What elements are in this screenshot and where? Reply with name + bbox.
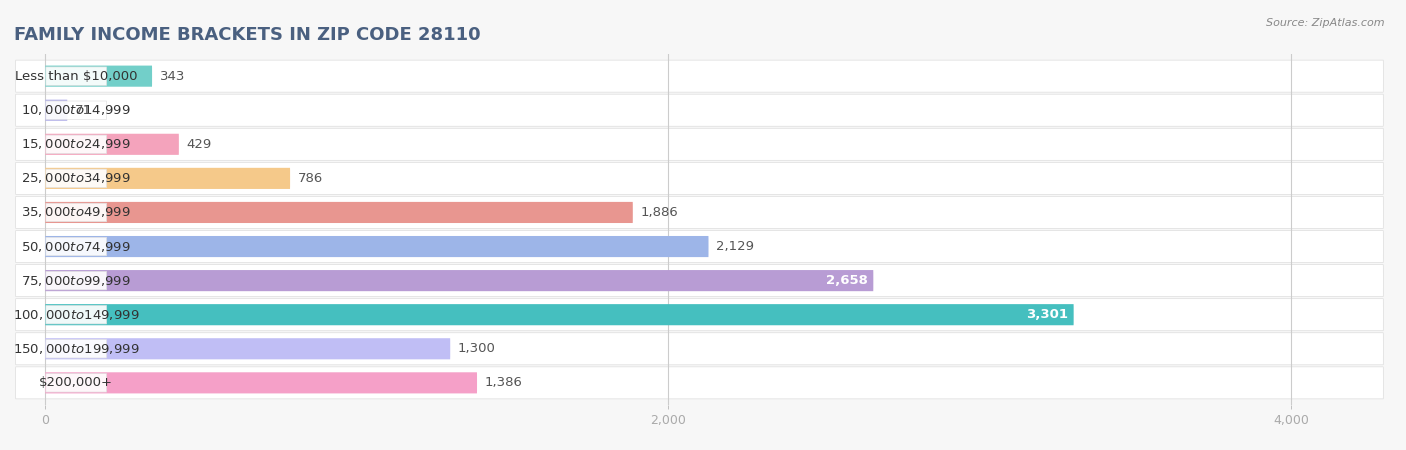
Text: 1,300: 1,300 (458, 342, 496, 355)
Text: 429: 429 (187, 138, 212, 151)
FancyBboxPatch shape (45, 304, 1074, 325)
Text: 2,129: 2,129 (716, 240, 754, 253)
Text: 3,301: 3,301 (1026, 308, 1069, 321)
FancyBboxPatch shape (15, 162, 1384, 194)
FancyBboxPatch shape (15, 265, 1384, 297)
FancyBboxPatch shape (46, 135, 107, 153)
Text: $50,000 to $74,999: $50,000 to $74,999 (21, 239, 131, 253)
Text: $200,000+: $200,000+ (39, 376, 114, 389)
Text: $100,000 to $149,999: $100,000 to $149,999 (13, 308, 139, 322)
Text: 2,658: 2,658 (825, 274, 868, 287)
FancyBboxPatch shape (46, 340, 107, 358)
Text: $150,000 to $199,999: $150,000 to $199,999 (13, 342, 139, 356)
FancyBboxPatch shape (45, 99, 67, 121)
FancyBboxPatch shape (45, 338, 450, 360)
FancyBboxPatch shape (45, 372, 477, 393)
FancyBboxPatch shape (46, 203, 107, 222)
FancyBboxPatch shape (15, 197, 1384, 229)
FancyBboxPatch shape (45, 168, 290, 189)
FancyBboxPatch shape (15, 299, 1384, 331)
FancyBboxPatch shape (46, 306, 107, 324)
Text: Less than $10,000: Less than $10,000 (15, 70, 138, 83)
Text: $35,000 to $49,999: $35,000 to $49,999 (21, 206, 131, 220)
FancyBboxPatch shape (45, 66, 152, 87)
FancyBboxPatch shape (15, 333, 1384, 365)
Text: FAMILY INCOME BRACKETS IN ZIP CODE 28110: FAMILY INCOME BRACKETS IN ZIP CODE 28110 (14, 26, 481, 44)
Text: 343: 343 (160, 70, 186, 83)
Text: 71: 71 (75, 104, 93, 117)
Text: 1,886: 1,886 (641, 206, 678, 219)
FancyBboxPatch shape (15, 60, 1384, 92)
FancyBboxPatch shape (15, 367, 1384, 399)
FancyBboxPatch shape (46, 67, 107, 86)
FancyBboxPatch shape (46, 101, 107, 119)
FancyBboxPatch shape (46, 237, 107, 256)
FancyBboxPatch shape (15, 230, 1384, 262)
Text: $75,000 to $99,999: $75,000 to $99,999 (21, 274, 131, 288)
Text: 786: 786 (298, 172, 323, 185)
FancyBboxPatch shape (46, 374, 107, 392)
Text: Source: ZipAtlas.com: Source: ZipAtlas.com (1267, 18, 1385, 28)
FancyBboxPatch shape (15, 128, 1384, 160)
Text: $10,000 to $14,999: $10,000 to $14,999 (21, 103, 131, 117)
FancyBboxPatch shape (46, 169, 107, 188)
FancyBboxPatch shape (45, 270, 873, 291)
FancyBboxPatch shape (45, 236, 709, 257)
FancyBboxPatch shape (46, 271, 107, 290)
Text: $15,000 to $24,999: $15,000 to $24,999 (21, 137, 131, 151)
FancyBboxPatch shape (45, 202, 633, 223)
Text: $25,000 to $34,999: $25,000 to $34,999 (21, 171, 131, 185)
FancyBboxPatch shape (45, 134, 179, 155)
Text: 1,386: 1,386 (485, 376, 523, 389)
FancyBboxPatch shape (15, 94, 1384, 126)
